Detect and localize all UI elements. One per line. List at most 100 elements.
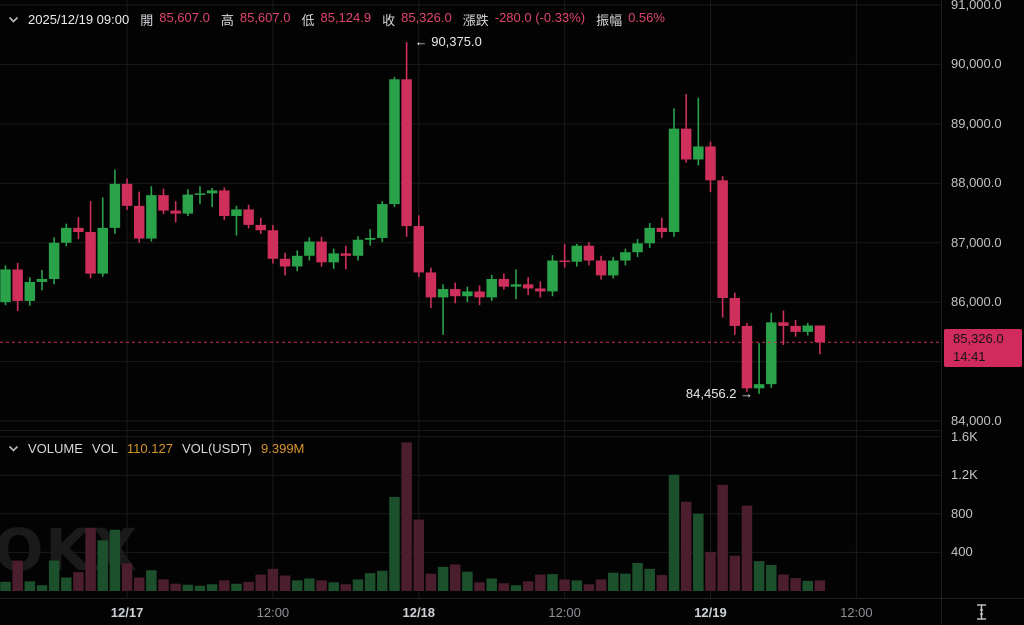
volume-bar (255, 574, 267, 591)
volume-bar (97, 540, 108, 591)
volume-bar (766, 564, 777, 591)
candle-body (437, 289, 449, 298)
volume-bar (328, 582, 339, 591)
candle-body (97, 227, 108, 274)
volume-bar (474, 582, 485, 591)
volume-bar (814, 580, 826, 591)
scale-adjust-icon[interactable] (973, 603, 990, 625)
volume-bar (595, 579, 607, 591)
high-field: 高 85,607.0 (220, 10, 291, 28)
candle-body (243, 209, 254, 225)
price-axis-label: 87,000.0 (951, 234, 1002, 250)
volume-bar (194, 585, 206, 591)
volume-bar (316, 580, 327, 591)
volume-bar (182, 584, 194, 591)
volume-bar (583, 584, 595, 591)
candle-body (474, 291, 485, 298)
candle-body (231, 209, 242, 216)
volume-chevron-icon[interactable] (8, 441, 19, 456)
volume-bar (753, 561, 765, 591)
candle-body (680, 128, 692, 160)
candle-body (583, 245, 595, 261)
volume-bar (61, 577, 72, 591)
volume-axis-label: 400 (951, 544, 973, 560)
volume-bar (620, 573, 631, 591)
volume-bar (705, 551, 716, 591)
time-axis-label: 12/18 (402, 605, 436, 620)
volume-bar (267, 568, 279, 591)
ohlc-info-bar: 2025/12/19 09:00 開 85,607.0 高 85,607.0 低… (8, 10, 665, 29)
collapse-chevron-icon[interactable] (8, 16, 19, 24)
volume-bar (0, 581, 11, 591)
volume-bar (389, 496, 400, 591)
volume-bar (680, 501, 692, 591)
candle-body (717, 180, 728, 298)
time-axis[interactable]: 12/17 12:00 12/18 12:00 12/19 12:00 (0, 599, 941, 625)
candle-body (133, 205, 145, 239)
volume-bar (170, 583, 181, 591)
volume-title: VOLUME (28, 441, 83, 456)
volume-bar (304, 578, 315, 591)
price-axis-label: 88,000.0 (951, 175, 1002, 191)
candle-body (377, 204, 388, 238)
chart-canvas[interactable] (0, 0, 941, 598)
candle-body (316, 241, 327, 263)
volume-bar (547, 574, 558, 591)
candle-body (24, 281, 36, 301)
low-field: 低 85,124.9 (301, 10, 372, 28)
volume-bar (486, 578, 497, 591)
candle-body (449, 289, 461, 297)
volume-bar (437, 566, 449, 591)
candlestick-chart[interactable]: OKX 2025/12/19 09:00 開 85,607.0 高 85,607… (0, 0, 941, 598)
price-axis[interactable]: 85,326.0 14:41 91,000.0 90,000.0 89,000.0 8… (941, 0, 1024, 625)
time-axis-label: 12:00 (256, 605, 290, 620)
time-axis-label: 12/17 (110, 605, 144, 620)
candle-body (705, 146, 716, 181)
volume-bar (717, 484, 728, 591)
candle-body (73, 227, 84, 233)
candle-body (632, 243, 643, 253)
volume-bar (279, 575, 291, 591)
candle-body (364, 237, 376, 240)
candle-body (146, 195, 157, 239)
candle-body (0, 269, 11, 303)
candle-body (304, 241, 315, 256)
candle-body (778, 322, 789, 326)
open-field: 開 85,607.0 (140, 10, 210, 28)
volume-bar (741, 505, 753, 591)
volume-bar (522, 581, 534, 591)
candle-body (425, 272, 437, 298)
candle-body (158, 195, 169, 211)
volume-bar (498, 583, 510, 591)
volume-bar (802, 580, 813, 591)
high-price-annotation: ← 90,375.0 (414, 34, 482, 50)
volume-axis-label: 1.6K (951, 428, 978, 444)
volume-bar (133, 577, 145, 591)
volume-axis-label: 1.2K (951, 467, 978, 483)
candle-body (802, 325, 813, 332)
volume-bar (559, 579, 570, 591)
pane-divider (0, 430, 941, 431)
close-field: 收 85,326.0 (382, 10, 452, 28)
candle-body (498, 278, 510, 287)
price-axis-label: 91,000.0 (951, 0, 1002, 12)
candle-body (693, 146, 704, 160)
candle-body (12, 269, 23, 301)
candle-body (61, 227, 72, 243)
candle-body (340, 253, 352, 256)
candle-body (219, 190, 230, 216)
price-axis-label: 84,000.0 (951, 413, 1002, 428)
volume-axis-label: 800 (951, 505, 973, 521)
volume-bar (632, 563, 643, 591)
price-axis-label: 90,000.0 (951, 56, 1002, 72)
volume-bar (12, 560, 23, 591)
price-axis-label: 86,000.0 (951, 294, 1002, 310)
volume-bar (668, 474, 680, 591)
change-field: 漲跌 -280.0 (-0.33%) (462, 10, 586, 28)
candle-body (510, 284, 522, 287)
time-axis-label: 12/19 (694, 605, 727, 620)
volume-bar (24, 581, 36, 591)
candle-body (48, 242, 60, 279)
candle-body (121, 183, 133, 206)
time-axis-label: 12:00 (840, 605, 873, 620)
